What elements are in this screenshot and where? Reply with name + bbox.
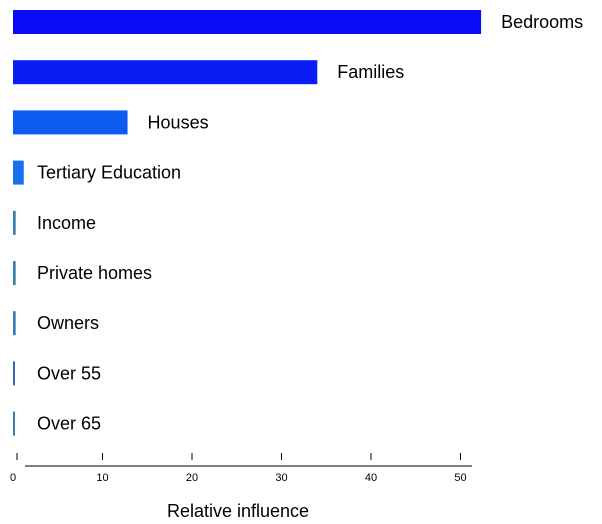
- x-tick-label-30: 30: [275, 472, 287, 484]
- category-labels-group: Bedrooms Families Houses Tertiary Education…: [37, 12, 583, 434]
- bar-bedrooms: [13, 10, 482, 34]
- x-tick-label-50: 50: [454, 472, 466, 484]
- label-houses: Houses: [148, 112, 209, 132]
- label-owners: Owners: [37, 313, 99, 333]
- bar-over-55: [13, 361, 15, 386]
- label-over-55: Over 55: [37, 363, 101, 383]
- bar-tertiary-education: [13, 160, 24, 185]
- label-income: Income: [37, 213, 96, 233]
- label-bedrooms: Bedrooms: [501, 12, 583, 32]
- x-axis-title: Relative influence: [167, 501, 309, 521]
- x-axis-ticks-group: 0 10 20 30 40 50: [10, 453, 467, 484]
- x-tick-label-20: 20: [186, 472, 198, 484]
- bar-over-65: [13, 411, 15, 436]
- bar-owners: [13, 311, 16, 336]
- x-tick-label-10: 10: [96, 472, 108, 484]
- x-tick-label-40: 40: [365, 472, 377, 484]
- bar-houses: [13, 110, 128, 135]
- bar-private-homes: [13, 261, 16, 285]
- x-tick-label-0: 0: [10, 472, 16, 484]
- label-families: Families: [337, 62, 404, 82]
- label-tertiary-education: Tertiary Education: [37, 163, 181, 183]
- label-over-65: Over 65: [37, 414, 101, 434]
- bar-income: [13, 210, 16, 235]
- bars-group: [13, 10, 482, 436]
- label-private-homes: Private homes: [37, 263, 152, 283]
- bar-families: [13, 60, 318, 85]
